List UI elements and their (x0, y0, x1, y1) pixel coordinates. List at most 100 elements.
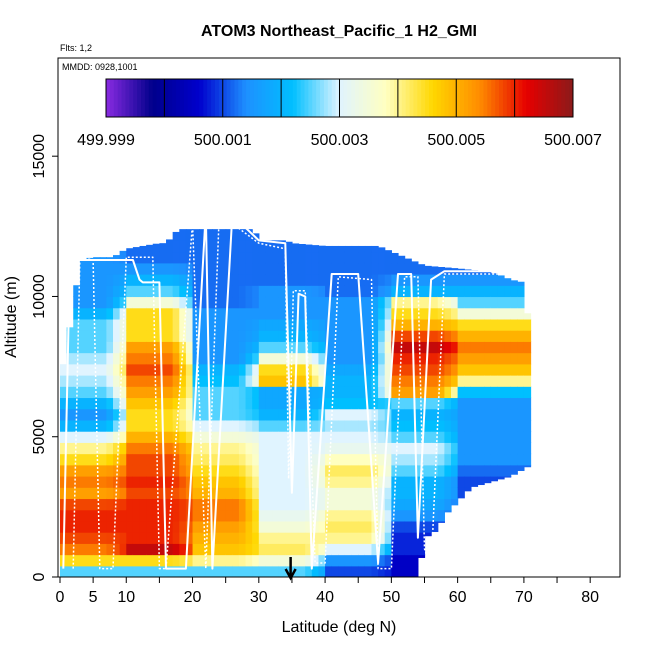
heatmap-cell (245, 554, 253, 567)
heatmap-cell (252, 431, 260, 443)
heatmap-cell (126, 386, 134, 399)
heatmap-cell (86, 307, 94, 320)
heatmap-cell (219, 453, 227, 466)
heatmap-cell (437, 476, 445, 488)
heatmap-cell (397, 520, 406, 533)
heatmap-cell (504, 307, 512, 320)
heatmap-cell (298, 363, 306, 376)
heatmap-cell (497, 330, 505, 342)
heatmap-cell (285, 487, 293, 500)
heatmap-cell (272, 487, 280, 500)
heatmap-cell (504, 386, 512, 399)
heatmap-cell (199, 363, 207, 376)
heatmap-cell (232, 453, 240, 466)
heatmap-cell (477, 307, 485, 320)
heatmap-cell (437, 285, 445, 298)
heatmap-cell (86, 498, 94, 511)
heatmap-cell (258, 509, 267, 522)
heatmap-cell (86, 520, 94, 533)
heatmap-cell (106, 476, 114, 488)
heatmap-cell (59, 431, 68, 443)
heatmap-cell (238, 431, 247, 443)
heatmap-cell (431, 363, 439, 376)
heatmap-cell (431, 431, 439, 443)
heatmap-cell (325, 341, 333, 354)
heatmap-cell (404, 565, 412, 577)
heatmap-cell (225, 240, 233, 253)
heatmap-cell (93, 408, 101, 421)
heatmap-cell (245, 397, 253, 410)
heatmap-cell (79, 431, 88, 443)
marker-head (284, 568, 297, 581)
heatmap-cell (484, 453, 492, 466)
heatmap-cell (298, 274, 306, 286)
heatmap-cell (490, 318, 498, 331)
heatmap-cell (411, 487, 419, 500)
heatmap-cell (79, 307, 88, 320)
heatmap-cell (364, 453, 373, 466)
heatmap-cell (159, 352, 167, 365)
colorbar-segment (569, 79, 574, 117)
heatmap-cell (93, 375, 101, 387)
heatmap-cell (331, 532, 339, 544)
heatmap-cell (417, 375, 426, 387)
position-marker-arrow (284, 557, 297, 581)
heatmap-cell (457, 487, 465, 499)
heatmap-cell (192, 498, 200, 511)
heatmap-cell (344, 296, 353, 309)
heatmap-cell (397, 498, 406, 511)
heatmap-cell (66, 453, 74, 466)
heatmap-cell (166, 251, 174, 264)
heatmap-cell (73, 565, 81, 577)
heatmap-cell (258, 442, 267, 455)
heatmap-cell (192, 487, 200, 500)
heatmap-cell (252, 318, 260, 331)
heatmap-cell (185, 341, 194, 354)
heatmap-cell (305, 352, 313, 365)
heatmap-cell (338, 245, 346, 253)
heatmap-cell (172, 375, 180, 387)
heatmap-cell (86, 464, 94, 477)
heatmap-cell (424, 476, 432, 488)
heatmap-cell (126, 431, 134, 443)
y-axis-label: Altitude (m) (3, 276, 20, 358)
heatmap-cell (344, 509, 353, 522)
heatmap-cell (179, 307, 187, 320)
heatmap-cell (172, 330, 180, 342)
heatmap-cell (331, 487, 339, 500)
heatmap-cell (159, 487, 167, 500)
heatmap-cell (252, 352, 260, 365)
heatmap-cell (99, 397, 107, 410)
heatmap-cell (106, 498, 114, 511)
heatmap-cell (497, 419, 505, 432)
heatmap-cell (404, 442, 412, 455)
heatmap-cell (185, 363, 194, 376)
heatmap-cell (238, 476, 247, 488)
colorbar-segment (137, 79, 142, 117)
colorbar-segment (141, 79, 146, 117)
heatmap-cell (139, 442, 147, 455)
heatmap-cell (278, 240, 286, 253)
heatmap-cell (444, 296, 452, 309)
heatmap-cell (477, 330, 485, 342)
heatmap-cell (113, 498, 121, 511)
heatmap-cell (126, 318, 134, 331)
heatmap-cell (199, 509, 207, 522)
heatmap-cell (411, 543, 419, 556)
heatmap-cell (225, 442, 233, 455)
heatmap-cell (172, 464, 180, 477)
colorbar-segment (273, 79, 278, 117)
heatmap-cell (272, 307, 280, 320)
heatmap-cell (318, 476, 326, 488)
heatmap-cell (166, 453, 174, 466)
heatmap-cell (232, 274, 240, 286)
heatmap-cell (179, 554, 187, 567)
heatmap-cell (391, 543, 399, 556)
heatmap-cell (166, 464, 174, 477)
heatmap-cell (205, 341, 214, 354)
heatmap-cell (424, 498, 432, 511)
heatmap-cell (424, 386, 432, 399)
heatmap-cell (431, 296, 439, 309)
heatmap-cell (152, 520, 160, 533)
